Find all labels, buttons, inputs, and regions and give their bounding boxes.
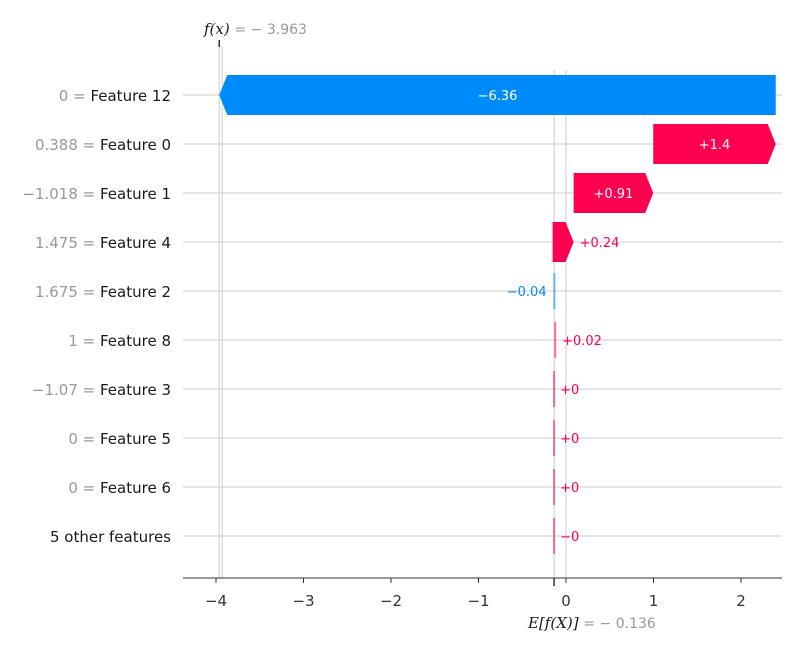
feature-label: −1.018 = Feature 1 [22, 185, 171, 203]
feature-label: 0.388 = Feature 0 [35, 136, 171, 154]
x-tick-label: −1 [467, 592, 489, 610]
feature-label: 0 = Feature 6 [68, 479, 171, 497]
bar-feature-1 [573, 173, 654, 213]
feature-value: 1 = [68, 332, 100, 350]
bar-value-label: −0 [560, 530, 579, 545]
x-axis: −4 −3 −2 −1 0 1 2 [183, 577, 782, 610]
x-tick-label: −4 [205, 592, 227, 610]
bar-value-label: −0.04 [507, 285, 547, 300]
feature-name: Feature 3 [100, 381, 171, 399]
feature-name: Feature 2 [100, 283, 171, 301]
feature-label: 1.675 = Feature 2 [35, 283, 171, 301]
feature-value: 0 = [59, 87, 91, 105]
feature-label: 1.475 = Feature 4 [35, 234, 171, 252]
fx-annotation: f(x) = − 3.963 [203, 20, 307, 38]
bar-feature-0 [653, 124, 776, 164]
feature-name: Feature 6 [100, 479, 171, 497]
feature-name: 5 other features [50, 528, 171, 546]
x-tick-label: −3 [292, 592, 314, 610]
x-tick-label: 0 [561, 592, 571, 610]
feature-name: Feature 0 [100, 136, 171, 154]
bar-value-label: +0.24 [580, 236, 620, 251]
feature-label: 0 = Feature 5 [68, 430, 171, 448]
fx-value: = − 3.963 [234, 22, 306, 38]
bar-value-label: +0 [560, 432, 579, 447]
feature-name: Feature 8 [100, 332, 171, 350]
feature-value: −1.018 = [22, 185, 100, 203]
bar-value-label: +0.02 [562, 334, 602, 349]
feature-value: 1.475 = [35, 234, 100, 252]
feature-label: 0 = Feature 12 [59, 87, 171, 105]
feature-label: −1.07 = Feature 3 [32, 381, 171, 399]
annotations: f(x) = − 3.963 E[f(X)] = − 0.136 [203, 20, 656, 632]
feature-name: Feature 4 [100, 234, 171, 252]
efx-symbol: E[f(X)] [527, 614, 583, 632]
feature-name: Feature 1 [100, 185, 171, 203]
feature-value: −1.07 = [32, 381, 100, 399]
bars: −6.36 +1.4 +0.91 +0.24 −0.04 +0.02 +0 +0 +0 −0 [219, 75, 776, 554]
bar-value-label: +1.4 [699, 138, 731, 153]
bar-value-label: +0.91 [594, 187, 634, 202]
feature-value: 0.388 = [35, 136, 100, 154]
feature-value: 0 = [68, 430, 100, 448]
feature-value: 1.675 = [35, 283, 100, 301]
feature-label: 1 = Feature 8 [68, 332, 171, 350]
bar-feature-4 [552, 222, 574, 262]
feature-name: Feature 12 [90, 87, 171, 105]
x-tick-label: 1 [649, 592, 659, 610]
x-tick-label: −2 [380, 592, 402, 610]
fx-symbol: f(x) [203, 20, 234, 38]
efx-value: = − 0.136 [583, 616, 656, 632]
efx-annotation: E[f(X)] = − 0.136 [527, 614, 656, 632]
bar-feature-12 [219, 75, 776, 115]
feature-labels: 0 = Feature 12 0.388 = Feature 0 −1.018 = … [22, 87, 171, 546]
x-tick-label: 2 [736, 592, 746, 610]
bar-value-label: +0 [560, 481, 579, 496]
bar-value-label: +0 [560, 383, 579, 398]
feature-value: 0 = [68, 479, 100, 497]
bar-value-label: −6.36 [478, 89, 518, 104]
feature-label: 5 other features [50, 528, 171, 546]
feature-name: Feature 5 [100, 430, 171, 448]
